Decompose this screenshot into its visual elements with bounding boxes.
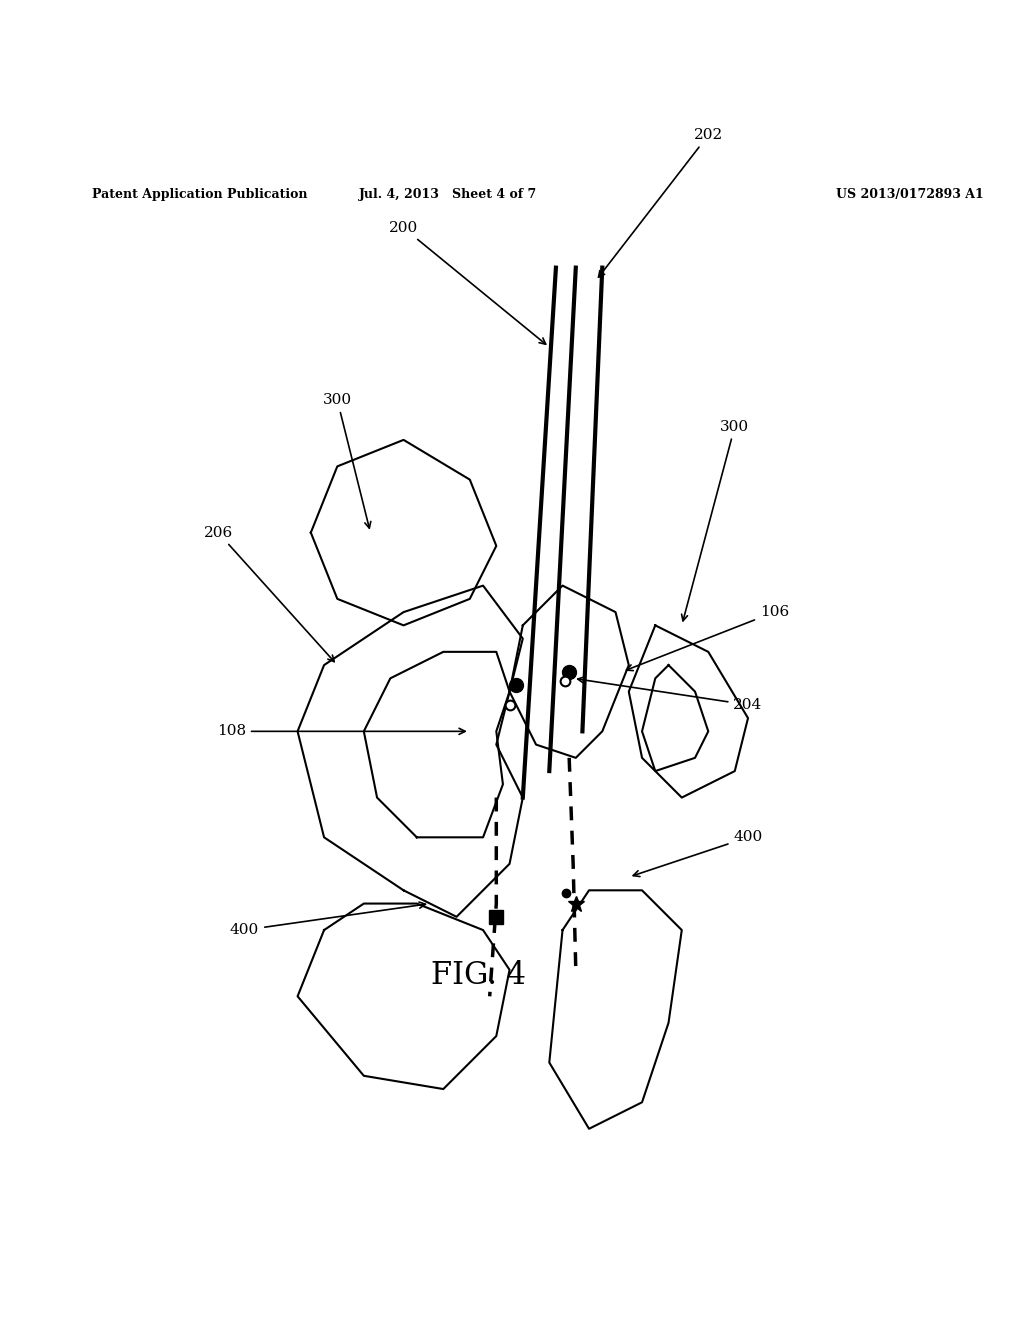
Text: 300: 300	[323, 393, 371, 528]
Text: 108: 108	[217, 725, 465, 738]
Text: 106: 106	[627, 605, 790, 671]
Text: 400: 400	[633, 830, 763, 876]
Text: US 2013/0172893 A1: US 2013/0172893 A1	[836, 187, 983, 201]
Text: Patent Application Publication: Patent Application Publication	[92, 187, 307, 201]
Text: 400: 400	[230, 902, 425, 937]
Text: 206: 206	[204, 525, 334, 661]
Text: Jul. 4, 2013   Sheet 4 of 7: Jul. 4, 2013 Sheet 4 of 7	[359, 187, 538, 201]
Text: 200: 200	[389, 220, 546, 345]
Text: FIG. 4: FIG. 4	[431, 961, 526, 991]
Text: 300: 300	[682, 420, 750, 620]
Text: 202: 202	[598, 128, 723, 277]
Text: 204: 204	[578, 677, 763, 711]
